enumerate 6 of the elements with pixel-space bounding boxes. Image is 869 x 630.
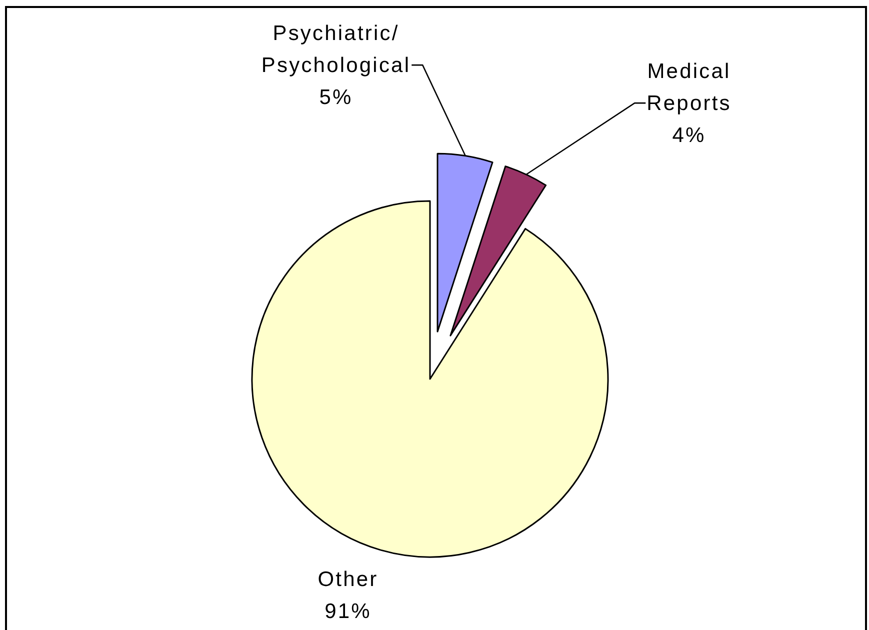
data-label: 4% (672, 124, 706, 147)
slice-label: Medical Reports (646, 60, 732, 115)
data-label: 91% (324, 600, 372, 623)
slice-label: Other (318, 568, 378, 591)
data-label: 5% (319, 86, 353, 109)
slice-label: Psychiatric/Psychological (261, 22, 411, 77)
